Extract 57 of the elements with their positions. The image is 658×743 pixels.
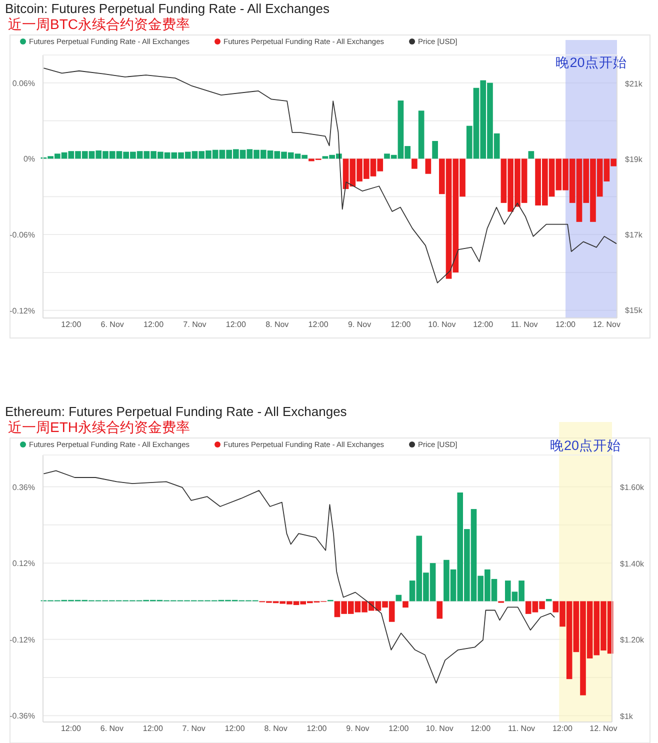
x-tick-label: 8. Nov [266,320,289,329]
bar [402,601,408,608]
chart-title: Bitcoin: Futures Perpetual Funding Rate - All Exchanges [5,1,330,16]
x-tick-label: 12:00 [142,724,164,733]
y2-tick-label: $1.40k [620,559,646,568]
x-tick-label: 10. Nov [426,724,454,733]
y-tick-label: 0.12% [12,559,35,568]
x-tick-label: 8. Nov [264,724,288,733]
y2-tick-label: $15k [625,306,644,316]
y-tick-label: 0.36% [12,482,35,492]
x-tick-label: 6. Nov [100,320,124,329]
x-tick-label: 7. Nov [183,320,206,329]
x-tick-label: 12:00 [60,724,82,733]
chart-subtitle: 近一周ETH永续合约资金费率 [8,419,190,435]
x-tick-label: 7. Nov [182,724,206,733]
y-tick-label: -0.06% [10,230,35,240]
bar [412,158,418,169]
y-tick-label: 0.06% [12,78,35,88]
y2-tick-label: $21k [625,79,644,88]
x-tick-label: 12:00 [473,320,494,329]
bar [432,140,438,159]
y2-tick-label: $17k [625,230,644,240]
x-tick-label: 12. Nov [592,320,620,329]
bar [436,601,443,619]
bar [418,110,424,159]
bar [546,598,552,602]
x-tick-label: 12. Nov [590,724,618,733]
x-tick-label: 12:00 [226,320,246,329]
x-tick-label: 12:00 [308,320,329,329]
x-tick-label: 6. Nov [100,724,124,733]
chart-title: Ethereum: Futures Perpetual Funding Rate - All Exchanges [5,404,348,419]
y-tick-label: -0.12% [10,306,35,316]
x-tick-label: 9. Nov [346,724,370,733]
x-tick-label: 12:00 [306,724,328,733]
x-tick-label: 12:00 [224,724,246,733]
chart-subtitle: 近一周BTC永续合约资金费率 [8,16,190,32]
y-tick-label: -0.36% [10,712,35,721]
y2-tick-label: $19k [625,154,644,164]
y-tick-label: 0% [23,154,35,164]
x-tick-label: 9. Nov [348,320,372,329]
y-tick-label: -0.12% [10,635,35,644]
x-tick-label: 12:00 [552,724,574,733]
x-tick-label: 12:00 [470,724,492,733]
x-tick-label: 11. Nov [508,724,536,733]
y2-tick-label: $1.20k [620,636,646,645]
x-tick-label: 12:00 [144,320,164,329]
x-tick-label: 10. Nov [428,320,456,329]
x-tick-label: 12:00 [388,724,410,733]
bar [528,151,534,159]
x-tick-label: 12:00 [555,320,576,329]
bar [425,158,432,174]
x-tick-label: 11. Nov [510,320,538,329]
x-tick-label: 12:00 [61,320,82,329]
band-label: 晚20点开始 [550,438,622,453]
x-tick-label: 12:00 [390,320,412,329]
y2-tick-label: $1.60k [620,483,646,492]
y2-tick-label: $1k [620,712,634,721]
